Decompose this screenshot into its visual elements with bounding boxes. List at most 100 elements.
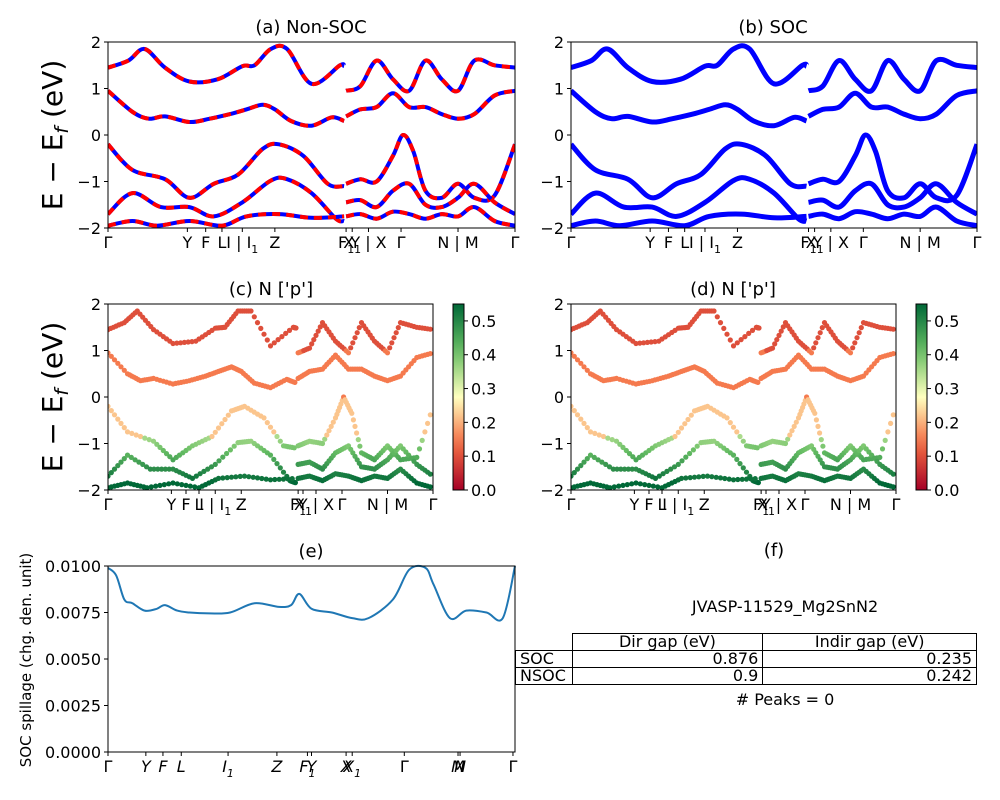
- projection-point: [675, 461, 681, 467]
- energy-tick-label: 2: [554, 295, 564, 314]
- projection-point: [722, 475, 728, 482]
- colorbar-gradient: [452, 303, 465, 491]
- projection-point: [157, 444, 163, 450]
- projection-point: [738, 337, 744, 343]
- projection-point: [603, 461, 609, 467]
- projection-point: [267, 424, 274, 430]
- projection-point: [241, 473, 248, 479]
- band-line-soc: [571, 141, 807, 201]
- kpoint-label: Γ: [859, 233, 868, 252]
- projection-point: [387, 345, 393, 351]
- band-line-red: [108, 43, 347, 86]
- projection-point: [224, 450, 230, 457]
- projection-point: [276, 476, 282, 482]
- projection-point: [730, 424, 737, 430]
- projection-point: [350, 340, 356, 346]
- kpoint-label: L: [658, 495, 667, 514]
- projection-point: [228, 474, 235, 480]
- energy-tick-label: −2: [77, 219, 101, 238]
- projection-point: [633, 480, 639, 486]
- band-line-blue: [108, 43, 347, 86]
- peaks-count: # Peaks = 0: [735, 690, 835, 709]
- kpoint-label: Γ: [338, 495, 347, 514]
- projection-point: [629, 466, 635, 472]
- projection-point: [225, 412, 231, 418]
- projection-point: [326, 428, 332, 434]
- projection-point: [746, 330, 752, 336]
- kpoint-label: Y: [165, 495, 176, 514]
- projection-point: [782, 440, 789, 447]
- projection-point: [115, 360, 121, 366]
- band-line-soc: [807, 180, 977, 217]
- projection-point: [789, 428, 795, 434]
- projection-point: [147, 466, 153, 472]
- colorbar-tick-label: 0.5: [471, 312, 496, 331]
- projection-point: [890, 351, 896, 357]
- kpoint-label: Γ: [973, 233, 982, 252]
- projection-point: [315, 328, 321, 334]
- projection-point: [724, 415, 730, 421]
- projection-point: [179, 482, 185, 488]
- projection-point: [687, 450, 693, 457]
- projection-point: [607, 485, 613, 490]
- projection-point: [251, 314, 257, 320]
- projection-point: [571, 353, 577, 359]
- kpoint-label: N | M: [437, 233, 478, 252]
- projection-point: [275, 337, 281, 343]
- projection-point: [637, 481, 643, 487]
- kpoint-label: Z: [269, 233, 280, 252]
- projection-point: [587, 429, 594, 435]
- spillage-tick-label: 0.0050: [45, 650, 101, 669]
- projection-point: [189, 475, 196, 481]
- projection-point: [614, 466, 620, 472]
- projection-point: [664, 468, 670, 474]
- projection-point: [216, 458, 222, 464]
- projection-point: [717, 320, 724, 326]
- projection-point: [233, 474, 239, 480]
- projection-point: [192, 484, 198, 490]
- projection-point: [160, 447, 166, 454]
- projection-point: [787, 432, 793, 438]
- projection-point: [306, 345, 313, 351]
- projection-point: [772, 341, 778, 347]
- projection-point: [272, 476, 278, 483]
- projection-point: [271, 456, 277, 462]
- projection-point: [685, 416, 691, 423]
- projection-point: [610, 466, 616, 472]
- projection-point: [124, 452, 131, 458]
- projection-point: [118, 364, 124, 370]
- projection-point: [623, 447, 629, 454]
- colorbar-gradient: [915, 303, 928, 491]
- projection-point: [352, 423, 358, 429]
- kpoint-label: Γ: [104, 233, 113, 252]
- colorbar-tick-label: 0.2: [934, 413, 959, 432]
- nsoc-indir-gap: 0.242: [762, 667, 977, 685]
- kpoint-label: L: [195, 495, 204, 514]
- energy-tick-label: −1: [77, 173, 101, 192]
- projection-point: [330, 419, 336, 425]
- kpoint-label: I | I1: [689, 233, 721, 256]
- projection-point: [144, 485, 150, 490]
- projection-point: [688, 412, 694, 418]
- projection-point: [574, 466, 581, 472]
- projection-point: [815, 335, 821, 341]
- projection-point: [309, 341, 315, 347]
- projection-point: [890, 484, 896, 490]
- projection-point: [581, 420, 587, 426]
- projection-point: [629, 481, 635, 487]
- projection-point: [739, 476, 745, 482]
- kpoint-label: L: [177, 757, 186, 776]
- projection-point: [313, 332, 319, 338]
- projection-point: [274, 461, 280, 467]
- energy-tick-label: −1: [77, 435, 101, 454]
- colorbar-tick-label: 0.3: [934, 380, 959, 399]
- projection-point: [419, 437, 425, 443]
- kpoint-label: Y | X: [349, 233, 386, 252]
- projection-point: [752, 476, 758, 482]
- colorbar-tick-label: 0.2: [471, 413, 496, 432]
- projection-point: [267, 343, 274, 349]
- projection-point: [581, 459, 587, 465]
